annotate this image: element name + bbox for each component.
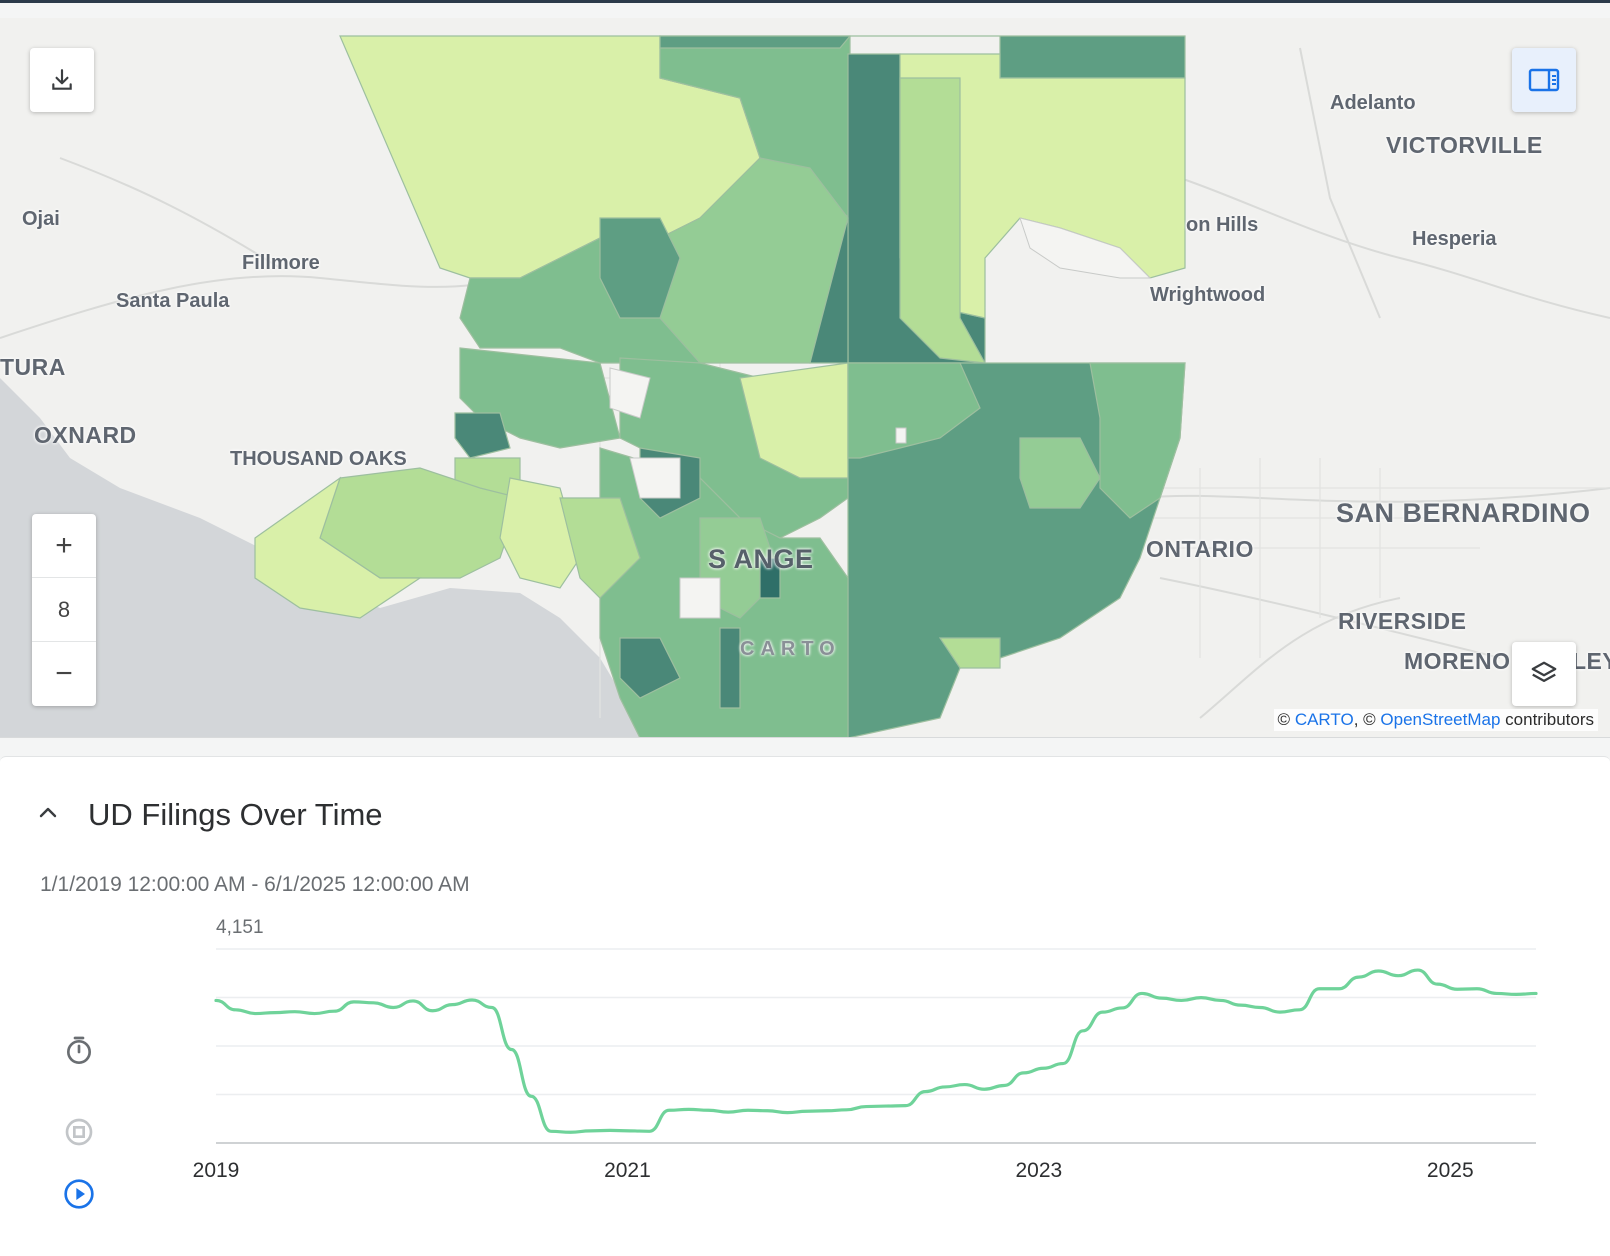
place-label: VICTORVILLE — [1386, 132, 1543, 158]
attribution-suffix: contributors — [1505, 710, 1594, 729]
place-label: Wrightwood — [1150, 284, 1266, 306]
x-tick-label: 2021 — [604, 1159, 651, 1182]
map[interactable]: Adelanto VICTORVILLE Ojai on Hills Hespe… — [0, 18, 1610, 738]
place-label: Santa Paula — [116, 290, 230, 312]
place-label: SAN BERNARDINO — [1336, 498, 1591, 528]
place-label: Fillmore — [242, 252, 320, 274]
osm-link[interactable]: OpenStreetMap — [1380, 710, 1501, 729]
download-button[interactable] — [30, 48, 94, 112]
place-label: THOUSAND OAKS — [230, 448, 407, 470]
panel-toggle-button[interactable] — [1512, 48, 1576, 112]
attribution-separator: , © — [1353, 710, 1376, 729]
place-label: RIVERSIDE — [1338, 608, 1467, 634]
zoom-out-button[interactable]: − — [55, 657, 73, 690]
chart-grid — [216, 948, 1536, 1144]
place-label: Adelanto — [1330, 92, 1416, 114]
place-label: S ANGE — [708, 544, 814, 574]
timeseries-panel: UD Filings Over Time 1/1/2019 12:00:00 A… — [0, 756, 1610, 1256]
y-max-label: 4,151 — [216, 917, 264, 938]
place-label: ONTARIO — [1146, 536, 1254, 562]
timer-icon — [67, 1036, 91, 1064]
place-label: MORENO — [1404, 648, 1511, 674]
x-tick-label: 2023 — [1015, 1159, 1062, 1182]
layers-button[interactable] — [1512, 642, 1576, 706]
panel-title: UD Filings Over Time — [88, 797, 383, 832]
place-label: on Hills — [1186, 214, 1259, 236]
place-label: Ojai — [22, 208, 60, 230]
layers-icon — [1531, 661, 1557, 682]
map-attribution: © CARTO, © OpenStreetMap contributors — [1273, 709, 1598, 731]
timer-button[interactable] — [62, 1033, 96, 1067]
series-line — [214, 968, 1538, 1134]
zoom-in-button[interactable]: + — [32, 514, 96, 578]
panel-toggle-icon — [1528, 68, 1560, 92]
collapse-chevron-icon[interactable] — [36, 801, 60, 825]
download-icon — [52, 69, 72, 90]
carto-link[interactable]: CARTO — [1294, 710, 1354, 729]
play-icon — [64, 1179, 94, 1209]
place-label: TURA — [0, 354, 66, 380]
x-tick-labels: 2019 2021 2023 2025 — [193, 1159, 1474, 1182]
stop-icon — [65, 1118, 93, 1146]
play-button[interactable] — [62, 1177, 96, 1211]
place-label: OXNARD — [34, 422, 137, 448]
zoom-control: + 8 − — [32, 514, 96, 706]
basemap — [0, 35, 1610, 737]
x-tick-label: 2025 — [1427, 1159, 1474, 1182]
time-range-text: 1/1/2019 12:00:00 AM - 6/1/2025 12:00:00… — [40, 873, 470, 896]
top-border — [0, 0, 1610, 3]
zoom-level: 8 — [32, 578, 96, 642]
carto-watermark: CARTO — [740, 638, 841, 660]
x-tick-label: 2019 — [193, 1159, 240, 1182]
stop-button[interactable] — [62, 1115, 96, 1149]
place-label: LEY — [1572, 648, 1610, 674]
line-chart[interactable]: 4,151 2019 2021 2023 2025 — [0, 907, 1610, 1207]
place-label: Hesperia — [1412, 228, 1497, 250]
attribution-copyright: © — [1277, 710, 1291, 729]
